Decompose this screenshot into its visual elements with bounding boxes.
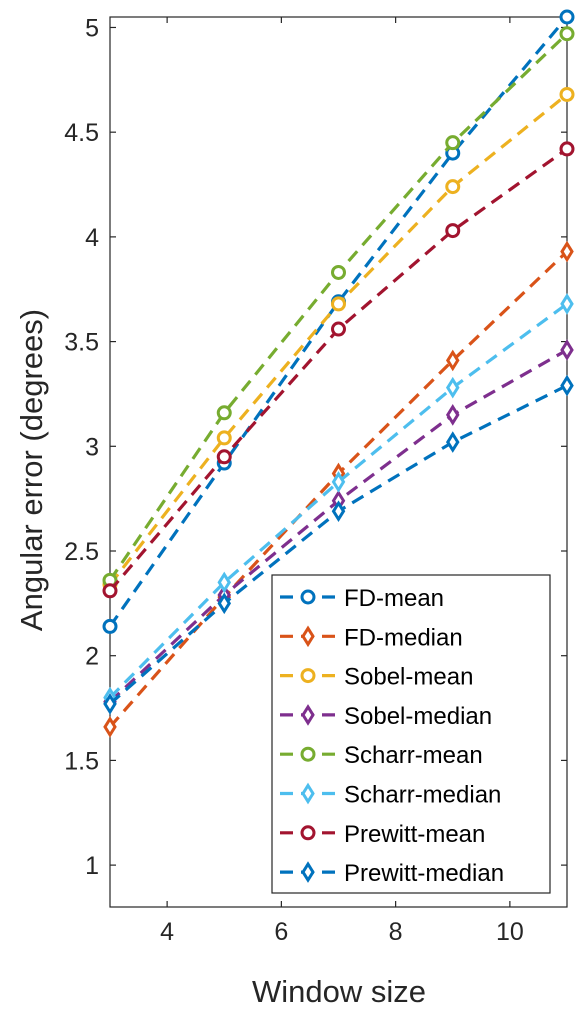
data-point-scharr-mean (559, 26, 575, 42)
data-point-scharr-median (445, 376, 460, 399)
legend-label: FD-mean (344, 585, 444, 612)
series-line-fd-mean (108, 15, 569, 628)
series-layer (102, 9, 575, 738)
legend-entry-scharr-mean: Scharr-mean (280, 742, 483, 769)
data-point-sobel-mean (216, 430, 232, 446)
legend-entry-scharr-median: Scharr-median (280, 782, 501, 809)
data-point-scharr-mean (331, 264, 346, 280)
x-tick-label: 6 (274, 918, 288, 946)
legend-label: FD-median (344, 624, 463, 651)
legend-label: Scharr-median (344, 782, 501, 809)
legend-swatch-marker (301, 782, 315, 805)
series-line-prewitt-mean (108, 147, 568, 592)
y-tick-label: 2 (85, 643, 99, 671)
y-tick-label: 3.5 (64, 329, 99, 357)
data-point-sobel-mean (559, 86, 575, 102)
series-line-scharr-median (108, 302, 568, 699)
y-tick-label: 1.5 (64, 747, 99, 775)
axes: 4 6 8 10 1 1.5 2 2.5 3 3.5 4 4.5 5 (64, 14, 568, 946)
data-point-prewitt-mean (445, 223, 461, 239)
legend-entry-fd-mean: FD-mean (280, 585, 444, 612)
y-tick-label: 2.5 (64, 538, 99, 566)
series-scharr-mean (102, 26, 575, 588)
data-point-scharr-median (217, 571, 232, 594)
legend-label: Scharr-mean (344, 742, 483, 769)
legend-swatch-marker (300, 668, 316, 684)
data-point-sobel-median (445, 404, 460, 426)
data-point-prewitt-median (331, 500, 346, 523)
legend-box (271, 574, 551, 894)
legend-swatch-marker (300, 589, 316, 605)
legend-entry-prewitt-median: Prewitt-median (280, 860, 504, 887)
data-point-prewitt-mean (216, 449, 232, 465)
legend-label: Prewitt-mean (344, 821, 485, 848)
legend: FD-mean FD-median Sobel-mean Sobel-median Sc… (271, 574, 551, 894)
data-point-prewitt-mean (331, 321, 346, 337)
y-tick-label: 3 (85, 433, 99, 461)
x-tick-label: 4 (160, 918, 174, 946)
y-tick-label: 4.5 (64, 119, 99, 147)
legend-entry-sobel-mean: Sobel-mean (280, 664, 473, 691)
data-point-prewitt-mean (559, 141, 575, 157)
y-tick-label: 4 (85, 224, 99, 252)
legend-swatch-marker (301, 861, 315, 883)
y-axis-label: Angular error (degrees) (14, 309, 49, 631)
series-prewitt-median (103, 374, 574, 715)
data-point-prewitt-median (217, 592, 232, 615)
legend-swatch-marker (300, 746, 316, 762)
data-point-scharr-median (560, 293, 574, 315)
y-tick-label: 1 (85, 852, 99, 880)
legend-label: Sobel-median (344, 703, 492, 730)
data-point-scharr-mean (216, 405, 232, 421)
data-point-prewitt-median (560, 374, 574, 397)
data-point-fd-median (103, 716, 117, 738)
data-point-sobel-mean (331, 296, 346, 312)
legend-swatch-marker (300, 825, 316, 841)
data-point-prewitt-median (103, 693, 117, 715)
legend-swatch-marker (301, 704, 315, 726)
data-point-sobel-mean (445, 179, 461, 195)
x-axis-label: Window size (252, 974, 426, 1009)
data-point-fd-mean (102, 618, 118, 634)
legend-entry-fd-median: FD-median (280, 624, 463, 651)
plot-frame (109, 16, 568, 908)
data-point-scharr-mean (445, 135, 461, 151)
series-prewitt-mean (102, 141, 575, 599)
data-point-fd-median (445, 349, 460, 372)
legend-swatch-marker (301, 625, 315, 648)
legend-entry-prewitt-mean: Prewitt-mean (280, 821, 485, 848)
legend-entry-sobel-median: Sobel-median (280, 703, 492, 730)
data-point-fd-mean (559, 9, 575, 25)
y-tick-label: 5 (85, 14, 99, 42)
x-tick-label: 8 (389, 918, 403, 946)
x-tick-label: 10 (496, 918, 524, 946)
data-point-prewitt-median (445, 431, 460, 453)
legend-label: Prewitt-median (344, 860, 504, 887)
legend-label: Sobel-mean (344, 664, 473, 691)
data-point-sobel-median (560, 339, 574, 361)
data-point-scharr-median (331, 471, 346, 493)
data-point-fd-median (560, 240, 574, 263)
data-point-prewitt-mean (102, 583, 118, 599)
